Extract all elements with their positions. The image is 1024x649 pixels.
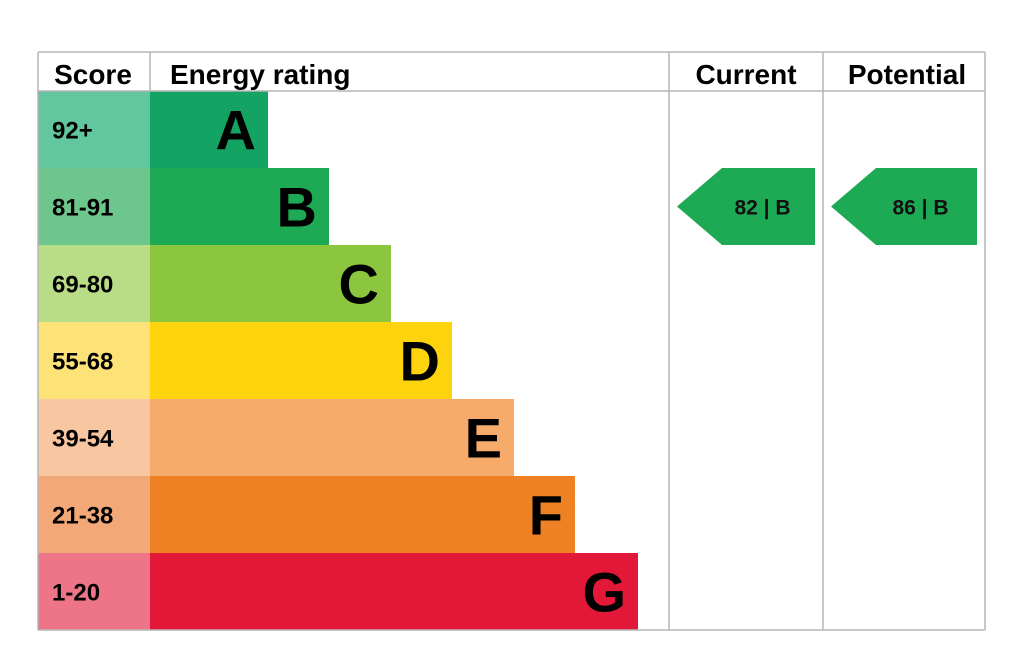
band-bar-c [150,245,391,322]
score-cell-a [38,91,150,168]
band-letter-a: A [216,99,256,162]
score-cell-c [38,245,150,322]
band-letter-b: B [277,176,317,239]
band-bar-f [150,476,575,553]
score-label-a: 92+ [52,118,93,145]
band-bar-a [150,91,268,168]
band-bar-g [150,553,638,630]
potential-rating-arrow [831,168,977,245]
header-potential: Potential [848,59,966,90]
score-label-b: 81-91 [52,195,113,222]
band-letter-c: C [339,253,379,316]
score-cell-b [38,168,150,245]
score-label-f: 21-38 [52,503,113,530]
score-label-g: 1-20 [52,580,100,607]
score-label-d: 55-68 [52,349,113,376]
band-letter-e: E [465,407,502,470]
grid-layer [37,51,986,631]
header-current: Current [695,59,796,90]
band-letter-f: F [529,484,563,547]
arrows-layer: 82 | B 86 | B [677,168,977,245]
current-rating-label: 82 | B [734,197,790,220]
header-energy-rating: Energy rating [170,59,350,90]
score-cell-g [38,553,150,630]
header-score: Score [54,59,132,90]
score-cell-e [38,399,150,476]
potential-rating-label: 86 | B [892,197,948,220]
score-cell-d [38,322,150,399]
band-bar-e [150,399,514,476]
score-label-c: 69-80 [52,272,113,299]
score-label-e: 39-54 [52,426,114,453]
band-bar-d [150,322,452,399]
band-letter-d: D [400,330,440,393]
band-bar-b [150,168,329,245]
score-cell-f [38,476,150,553]
current-rating-arrow [677,168,815,245]
bands-layer: 92+ A 81-91 B 69-80 C 55-68 D 39-54 E 21-38 F 1-20 G [38,91,638,630]
band-letter-g: G [582,561,626,624]
